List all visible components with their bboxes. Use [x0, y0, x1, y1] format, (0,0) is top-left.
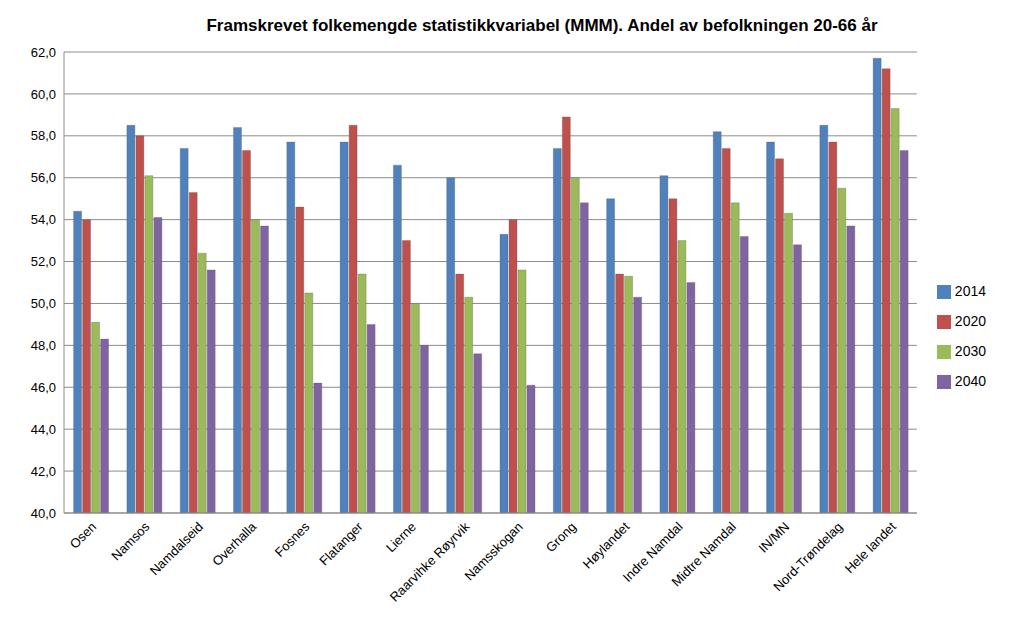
html-text:2020: 2020 — [954, 313, 986, 329]
svg-text:48,0: 48,0 — [31, 338, 56, 353]
svg-text:Overhalla: Overhalla — [209, 518, 259, 568]
svg-text:54,0: 54,0 — [31, 212, 56, 227]
svg-text:Nord-Trøndelag: Nord-Trøndelag — [770, 519, 845, 594]
svg-text:58,0: 58,0 — [31, 128, 56, 143]
svg-text:50,0: 50,0 — [31, 296, 56, 311]
html-text:Framskrevet folkemengde statis: Framskrevet folkemengde statistikkvariab… — [206, 16, 878, 35]
html-text:2040: 2040 — [954, 373, 986, 389]
svg-text:Høylandet: Høylandet — [580, 519, 633, 572]
svg-text:Raarvihke Røyrvik: Raarvihke Røyrvik — [387, 519, 473, 605]
svg-text:60,0: 60,0 — [31, 87, 56, 102]
html-text:2014: 2014 — [954, 283, 986, 299]
svg-text:Namsos: Namsos — [108, 519, 153, 564]
svg-text:Lierne: Lierne — [383, 519, 419, 555]
svg-text:Osen: Osen — [67, 519, 100, 552]
svg-text:42,0: 42,0 — [31, 464, 56, 479]
svg-text:Namsskogan: Namsskogan — [461, 519, 525, 583]
svg-text:Fosnes: Fosnes — [272, 519, 313, 560]
svg-text:Hele landet: Hele landet — [842, 519, 899, 576]
svg-text:Namdalseid: Namdalseid — [147, 519, 206, 578]
svg-text:Flatanger: Flatanger — [316, 519, 366, 569]
svg-text:52,0: 52,0 — [31, 254, 56, 269]
svg-text:IN/MN: IN/MN — [756, 519, 793, 556]
svg-text:Midtre Namdal: Midtre Namdal — [669, 519, 739, 589]
svg-text:46,0: 46,0 — [31, 380, 56, 395]
svg-text:44,0: 44,0 — [31, 422, 56, 437]
svg-text:Grong: Grong — [543, 519, 579, 555]
svg-text:Indre Namdal: Indre Namdal — [619, 519, 686, 585]
svg-text:40,0: 40,0 — [31, 506, 56, 521]
html-text:2030: 2030 — [954, 343, 986, 359]
svg-text:62,0: 62,0 — [31, 45, 56, 60]
svg-text:56,0: 56,0 — [31, 170, 56, 185]
